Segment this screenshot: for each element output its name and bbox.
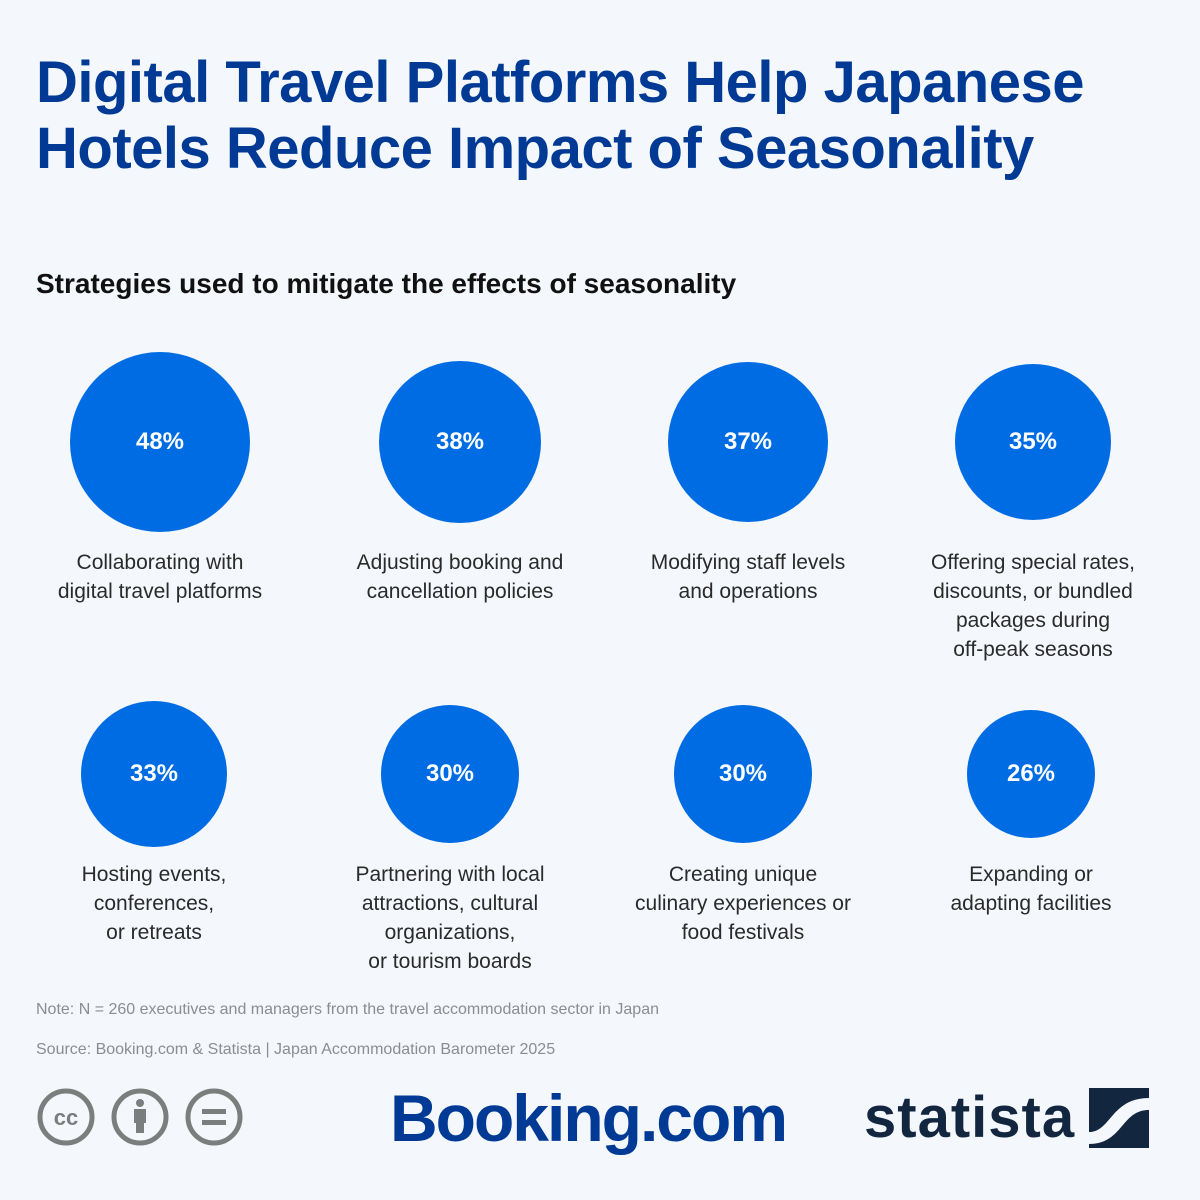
statista-logo[interactable]: statista xyxy=(864,1084,1150,1151)
svg-text:cc: cc xyxy=(54,1105,78,1130)
chart-subtitle: Strategies used to mitigate the effects … xyxy=(36,268,737,299)
footnote: Note: N = 260 executives and managers fr… xyxy=(36,1001,659,1018)
strategy-label: Hosting events, conferences, or retreats xyxy=(81,863,227,944)
value-bubble: 30% xyxy=(674,705,812,843)
value-label: 30% xyxy=(718,760,768,787)
value-label: 48% xyxy=(135,428,185,455)
cc-icon[interactable]: cc xyxy=(36,1087,96,1152)
value-bubble: 26% xyxy=(967,710,1095,838)
value-label: 35% xyxy=(1008,428,1058,455)
strategy-label: Expanding or adapting facilities xyxy=(950,863,1112,915)
license-icons: cc xyxy=(36,1087,244,1152)
strategy-label: Modifying staff levels and operations xyxy=(650,551,846,603)
value-label: 38% xyxy=(435,428,485,455)
value-bubble: 33% xyxy=(81,701,227,847)
page-title: Digital Travel Platforms Help Japanese H… xyxy=(36,50,1084,181)
attribution-icon[interactable] xyxy=(110,1087,170,1152)
strategy-label: Adjusting booking and cancellation polic… xyxy=(356,551,564,603)
statista-mark-icon xyxy=(1089,1087,1150,1148)
value-bubble: 30% xyxy=(381,705,519,843)
no-derivatives-icon[interactable] xyxy=(184,1087,244,1152)
strategy-label: Collaborating with digital travel platfo… xyxy=(57,551,263,603)
booking-logo[interactable]: Booking.com xyxy=(390,1081,788,1155)
value-label: 37% xyxy=(723,428,773,455)
value-bubble: 37% xyxy=(668,362,828,522)
value-label: 26% xyxy=(1006,760,1056,787)
value-bubble: 48% xyxy=(70,352,250,532)
value-label: 30% xyxy=(425,760,475,787)
value-bubble: 35% xyxy=(955,364,1111,520)
strategy-label: Partnering with local attractions, cultu… xyxy=(355,863,545,973)
statista-wordmark: statista xyxy=(864,1085,1076,1150)
value-bubble: 38% xyxy=(379,361,541,523)
source-text: Source: Booking.com & Statista | Japan A… xyxy=(36,1041,556,1058)
value-label: 33% xyxy=(129,760,179,787)
strategy-label: Offering special rates, discounts, or bu… xyxy=(931,551,1135,661)
strategy-label: Creating unique culinary experiences or … xyxy=(635,863,851,944)
